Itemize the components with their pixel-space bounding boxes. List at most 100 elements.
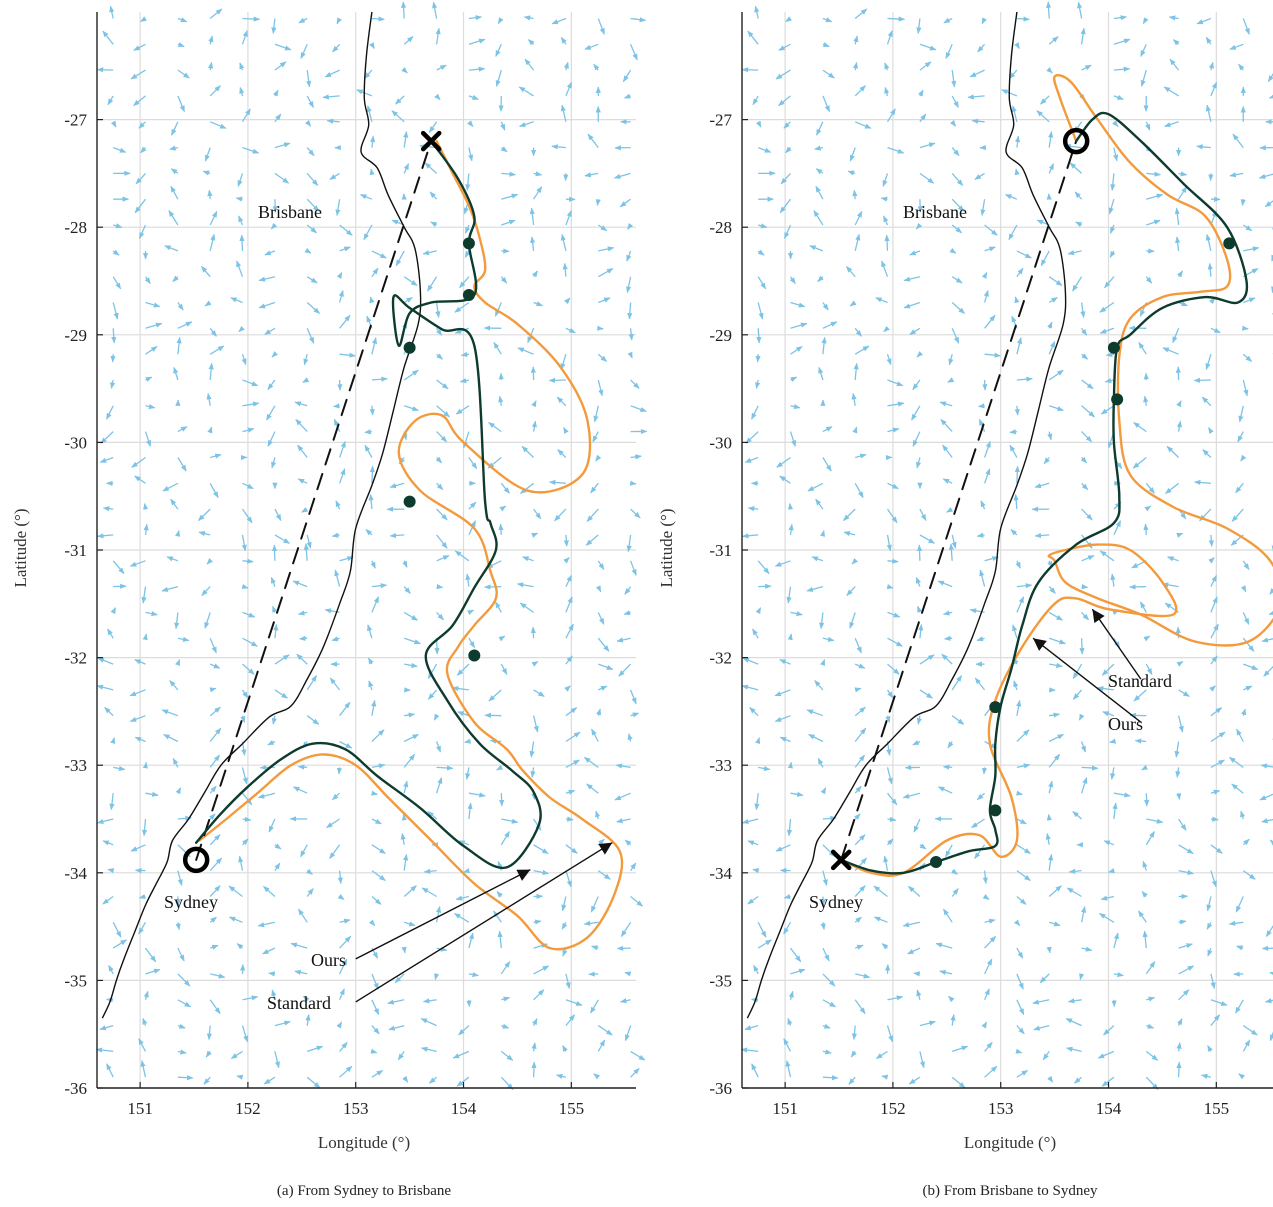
current-vector-a-345 [371, 844, 386, 855]
y-tick-label-b-5: -32 [709, 649, 732, 668]
current-vector-b-174 [873, 916, 888, 923]
current-vector-b-418 [1048, 36, 1059, 45]
current-vector-b-83 [785, 16, 792, 23]
current-vector-b-126 [848, 1076, 856, 1085]
current-vector-a-28 [110, 354, 116, 363]
current-vector-b-446 [1081, 405, 1095, 418]
current-vector-b-114 [822, 302, 829, 311]
current-vector-b-706 [1264, 200, 1273, 208]
current-vector-a-180 [241, 767, 248, 785]
caption-a: (a) From Sydney to Brisbane [277, 1183, 451, 1199]
current-vector-b-578 [1175, 236, 1181, 251]
current-vector-b-243 [915, 222, 923, 230]
current-vector-b-92 [822, 870, 828, 887]
current-vector-a-36 [112, 146, 127, 153]
current-vector-a-211 [274, 1051, 280, 1069]
current-vector-b-397 [1048, 586, 1056, 594]
current-vector-a-174 [228, 916, 243, 923]
current-vector-b-404 [1048, 405, 1064, 412]
current-vector-a-246 [274, 142, 291, 149]
current-vector-b-549 [1178, 989, 1190, 1001]
current-vector-a-292 [300, 44, 308, 59]
current-vector-b-648 [1242, 612, 1250, 625]
current-vector-a-97 [163, 733, 179, 743]
current-vector-b-669 [1238, 63, 1245, 71]
current-vector-a-587 [523, 15, 534, 21]
current-vector-a-460 [435, 27, 441, 45]
current-vector-a-454 [429, 191, 438, 200]
current-vector-b-527 [1145, 482, 1155, 494]
current-vector-a-58 [134, 659, 146, 665]
current-vector-a-353 [367, 624, 373, 639]
current-vector-a-698 [630, 405, 647, 413]
current-vector-a-696 [630, 454, 642, 460]
current-vector-a-224 [271, 715, 277, 725]
current-vector-b-649 [1240, 585, 1247, 593]
current-vector-a-602 [565, 707, 578, 717]
coastline-path-b [746, 11, 1067, 1019]
current-vector-a-84 [177, 1075, 194, 1081]
current-vector-a-544 [495, 44, 502, 57]
current-vector-b-474 [1110, 767, 1116, 780]
current-vector-a-457 [428, 121, 438, 133]
current-vector-b-89 [822, 947, 830, 962]
current-vector-a-397 [403, 586, 411, 594]
current-vector-b-642 [1228, 756, 1244, 768]
current-vector-a-459 [436, 64, 447, 71]
current-vector-a-391 [403, 733, 419, 743]
current-vector-b-656 [1238, 405, 1244, 423]
current-vector-b-128 [851, 1025, 858, 1041]
current-vector-b-372 [1015, 135, 1021, 148]
current-vector-b-635 [1236, 945, 1244, 951]
current-vector-b-519 [1133, 689, 1147, 702]
current-vector-a-468 [453, 912, 470, 923]
current-vector-a-14 [104, 707, 114, 717]
current-vector-b-10 [741, 818, 759, 825]
current-vector-a-208 [241, 30, 248, 45]
current-vector-a-535 [500, 276, 508, 284]
current-vector-a-245 [274, 172, 290, 184]
current-vector-b-407 [1047, 321, 1053, 329]
current-vector-a-394 [404, 662, 418, 668]
current-vector-b-191 [887, 482, 899, 490]
current-vector-a-475 [464, 738, 472, 744]
current-vector-b-139 [854, 727, 867, 742]
current-vector-b-287 [951, 172, 964, 186]
current-vector-a-158 [209, 233, 216, 252]
current-vector-a-321 [337, 379, 343, 391]
current-vector-a-398 [402, 560, 408, 568]
goal-marker-a [420, 130, 442, 152]
waypoint-b-1 [1107, 341, 1120, 354]
current-vector-a-237 [267, 379, 276, 391]
current-vector-a-159 [209, 210, 218, 226]
current-vector-b-521 [1143, 635, 1151, 642]
current-vector-a-543 [495, 69, 502, 87]
current-vector-a-102 [174, 612, 180, 630]
current-vector-a-273 [306, 534, 312, 549]
current-vector-b-178 [887, 816, 897, 822]
current-vector-b-182 [885, 715, 891, 723]
current-vector-b-388 [1046, 813, 1052, 821]
current-vector-a-440 [436, 555, 450, 562]
current-vector-a-657 [597, 379, 604, 397]
y-tick-label-b-9: -36 [709, 1079, 732, 1098]
current-vector-b-129 [854, 999, 866, 1015]
route-standard-a [198, 139, 624, 951]
current-vector-b-387 [1045, 832, 1051, 845]
current-vector-a-673 [630, 1050, 646, 1061]
current-vector-a-118 [170, 185, 179, 200]
current-vector-a-5 [112, 939, 127, 949]
current-vector-a-659 [597, 325, 604, 331]
current-vector-b-118 [815, 185, 824, 200]
current-vector-a-161 [202, 170, 211, 176]
current-vector-a-123 [177, 69, 190, 79]
current-vector-b-547 [1176, 1042, 1182, 1052]
current-vector-b-357 [1010, 529, 1018, 536]
current-vector-b-459 [1081, 64, 1092, 71]
current-vector-a-75 [138, 224, 147, 239]
current-vector-b-309 [974, 677, 986, 691]
current-vector-a-115 [172, 275, 179, 283]
current-vector-a-595 [561, 896, 567, 912]
current-vector-b-280 [948, 354, 954, 366]
current-vector-a-618 [564, 297, 571, 305]
